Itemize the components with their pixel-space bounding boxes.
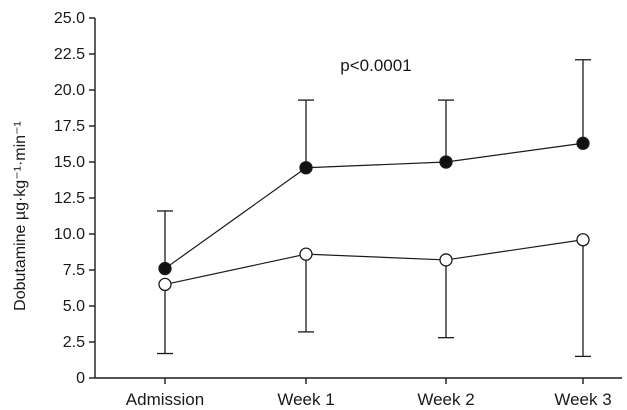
filled-point bbox=[439, 155, 453, 169]
y-tick-label: 12.5 bbox=[54, 190, 85, 207]
open-point bbox=[439, 253, 453, 267]
plot-area bbox=[157, 59, 591, 358]
filled-point bbox=[299, 161, 313, 175]
y-tick-label: 25.0 bbox=[54, 10, 85, 27]
open-point bbox=[576, 233, 590, 247]
y-tick-label: 5.0 bbox=[63, 298, 85, 315]
x-tick-label: Week 1 bbox=[277, 390, 334, 409]
x-tick-label: Week 3 bbox=[554, 390, 611, 409]
x-tick-label: Admission bbox=[126, 390, 204, 409]
y-tick-label: 15.0 bbox=[54, 154, 85, 171]
y-tick-label: 17.5 bbox=[54, 118, 85, 135]
y-ticks-group: 0 2.5 5.0 7.5 10.0 12.5 15.0 17.5 20.0 22.5 25.0 bbox=[54, 10, 95, 387]
y-axis-title: Dobutamine µg·kg⁻¹·min⁻¹ bbox=[12, 121, 29, 311]
open-point bbox=[299, 247, 313, 261]
filled-point bbox=[576, 136, 590, 150]
y-tick-label: 20.0 bbox=[54, 82, 85, 99]
open-point bbox=[158, 277, 172, 292]
y-tick-label: 7.5 bbox=[63, 262, 85, 279]
y-tick-label: 2.5 bbox=[63, 334, 85, 351]
series-line-1 bbox=[164, 142, 584, 270]
x-tick-label: Week 2 bbox=[417, 390, 474, 409]
x-ticks-group: Admission Week 1 Week 2 Week 3 bbox=[126, 378, 612, 409]
filled-point bbox=[158, 261, 172, 276]
y-tick-label: 10.0 bbox=[54, 226, 85, 243]
series-line-2 bbox=[164, 239, 584, 285]
y-tick-label: 22.5 bbox=[54, 46, 85, 63]
p-value-annotation: p<0.0001 bbox=[340, 56, 411, 75]
y-tick-label: 0 bbox=[76, 370, 85, 387]
